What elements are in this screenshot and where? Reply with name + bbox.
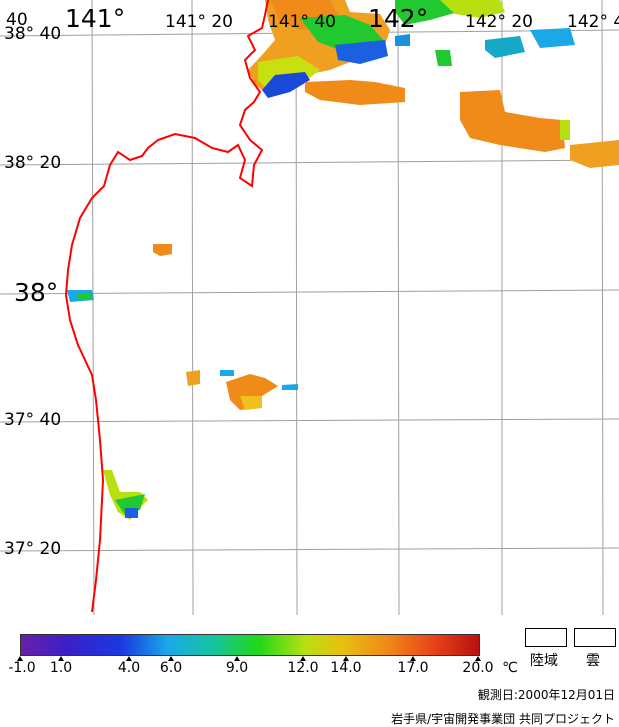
grid-lon-142 — [397, 0, 400, 616]
land-label: 陸域 — [530, 653, 558, 669]
colorbar-tick — [234, 656, 240, 661]
sst-patch — [530, 28, 575, 48]
grid-lat-37-40 — [0, 418, 619, 423]
lon-label-142-40: 142° 4 — [567, 12, 619, 32]
colorbar-tick-label: 12.0 — [287, 660, 319, 676]
unit-label: ℃ — [502, 660, 518, 676]
sst-patch — [435, 50, 452, 66]
colorbar-tick-label: 20.0 — [462, 660, 494, 676]
sst-patch — [240, 396, 262, 410]
cloud-label: 雲 — [586, 653, 600, 669]
sst-patch — [460, 90, 565, 152]
coastline — [64, 0, 269, 613]
colorbar-tick — [300, 656, 306, 661]
colorbar-tick-label: 4.0 — [117, 660, 141, 676]
sst-patch — [440, 0, 505, 18]
colorbar-tick — [475, 656, 481, 661]
grid-lat-38-20 — [0, 159, 619, 166]
sst-patch — [220, 370, 234, 376]
grid-lon-141 — [91, 0, 95, 616]
sst-patch — [262, 72, 310, 98]
graticule — [0, 0, 619, 616]
sst-patch — [560, 120, 570, 140]
colorbar-tick — [126, 656, 132, 661]
colorbar-tick — [168, 656, 174, 661]
lat-label-37-20: 37° 20 — [4, 539, 62, 559]
cloud-swatch — [574, 628, 616, 647]
lon-label-141-40: 141° 40 — [268, 12, 336, 32]
colorbar-tick-label: 9.0 — [225, 660, 249, 676]
colorbar-tick-label: 14.0 — [330, 660, 362, 676]
sst-patch — [395, 34, 410, 46]
sst-patches — [67, 0, 619, 520]
lon-label-141: 141° — [65, 4, 126, 33]
grid-lon-141-20 — [191, 0, 194, 616]
lat-label-37-40: 37° 40 — [4, 410, 62, 430]
colorbar-tick — [343, 656, 349, 661]
sst-patch — [186, 370, 200, 386]
grid-lon-142-40 — [601, 0, 604, 616]
lat-label-38: 38° — [14, 278, 59, 307]
sst-patch — [125, 508, 138, 518]
sst-patch — [153, 244, 172, 256]
colorbar-tick-label: 17.0 — [397, 660, 429, 676]
sst-patch — [305, 80, 405, 105]
colorbar-tick-label: -1.0 — [8, 660, 36, 676]
land-swatch — [525, 628, 567, 647]
sst-patch — [485, 36, 525, 58]
sst-map: 38° 40 38° 20 38° 37° 40 37° 20 40 141° … — [0, 0, 619, 616]
colorbar-tick — [410, 656, 416, 661]
sst-patch — [335, 40, 388, 64]
lat-label-38-20: 38° 20 — [4, 153, 62, 173]
colorbar-tick-label: 1.0 — [49, 660, 73, 676]
map-canvas — [0, 0, 619, 616]
lat-label-38-40: 38° 40 — [4, 24, 62, 44]
colorbar-tick — [58, 656, 64, 661]
sst-patch — [282, 384, 298, 390]
grid-lat-38 — [0, 289, 619, 295]
grid-lon-141-40 — [295, 0, 298, 616]
temperature-colorbar — [20, 634, 480, 656]
lon-label-142: 142° — [368, 4, 429, 33]
observation-date: 観測日:2000年12月01日 — [477, 688, 615, 702]
colorbar-tick — [17, 656, 23, 661]
colorbar-tick-label: 6.0 — [159, 660, 183, 676]
lon-label-141-20: 141° 20 — [165, 12, 233, 32]
sst-patch — [78, 294, 92, 300]
project-credit: 岩手県/宇宙開発事業団 共同プロジェクト — [391, 712, 615, 726]
sst-patch — [570, 140, 619, 168]
sst-patch — [226, 374, 278, 410]
grid-lat-37-20 — [0, 547, 619, 552]
corner-label: 40 — [6, 10, 28, 30]
lon-label-142-20: 142° 20 — [465, 12, 533, 32]
